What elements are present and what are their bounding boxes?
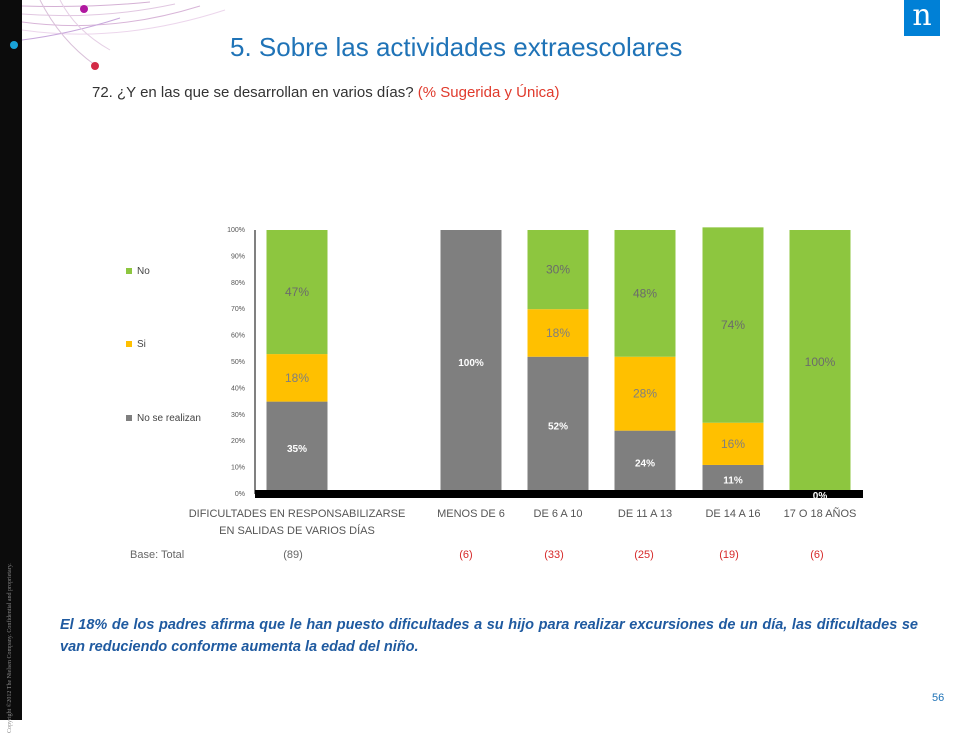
base-count: (6) — [459, 549, 473, 561]
y-tick-label: 40% — [231, 385, 245, 392]
data-label: 35% — [287, 444, 307, 455]
category-label: DIFICULTADES EN RESPONSABILIZARSE — [189, 508, 406, 520]
data-label: 30% — [546, 263, 570, 277]
base-count: (19) — [719, 549, 739, 561]
base-label: Base: Total — [130, 549, 185, 561]
data-label: 18% — [546, 326, 570, 340]
question-note: (% Sugerida y Única) — [417, 84, 560, 101]
bar-segment — [789, 230, 851, 494]
legend-swatch — [126, 415, 132, 421]
brand-logo: n — [904, 0, 940, 36]
y-tick-label: 60% — [231, 333, 245, 340]
question-text: 72. ¿Y en las que se desarrollan en vari… — [92, 84, 560, 101]
y-tick-label: 50% — [231, 359, 245, 366]
decorative-lines — [10, 0, 226, 70]
base-count: (6) — [810, 549, 824, 561]
data-label: 47% — [285, 285, 309, 299]
side-bar — [0, 0, 22, 720]
y-tick-label: 20% — [231, 438, 245, 445]
data-label: 52% — [548, 421, 568, 432]
x-axis-baseline — [255, 490, 863, 498]
bar-segment — [266, 354, 328, 402]
y-tick-label: 30% — [231, 412, 245, 419]
category-label: DE 6 A 10 — [534, 508, 583, 520]
data-label: 74% — [721, 318, 745, 332]
insight-note: El 18% de los padres afirma que le han p… — [60, 617, 918, 655]
question-label: 72. ¿Y en las que se desarrollan en vari… — [92, 84, 414, 101]
bar-segment — [527, 356, 589, 494]
category-label: DE 11 A 13 — [618, 508, 672, 520]
bar-segment — [702, 464, 764, 494]
legend-label: Si — [137, 339, 146, 350]
data-label: 100% — [458, 358, 484, 369]
data-label: 16% — [721, 437, 745, 451]
legend-swatch — [126, 268, 132, 274]
legend-label: No se realizan — [137, 413, 201, 424]
base-count: (89) — [283, 549, 303, 561]
data-label: 28% — [633, 387, 657, 401]
data-label: 24% — [635, 458, 655, 469]
bar-segment — [614, 430, 676, 494]
y-tick-label: 0% — [235, 491, 245, 498]
y-tick-label: 80% — [231, 280, 245, 287]
bar-segment — [614, 230, 676, 357]
page-number: 56 — [932, 692, 945, 704]
category-label: 17 O 18 AÑOS — [784, 507, 857, 520]
data-label: 48% — [633, 286, 657, 300]
category-label: DE 14 A 16 — [705, 508, 760, 520]
bar-segment — [702, 422, 764, 465]
data-label: 11% — [723, 475, 743, 486]
y-tick-label: 10% — [231, 465, 245, 472]
category-label: EN SALIDAS DE VARIOS DÍAS — [219, 524, 375, 537]
y-tick-label: 100% — [227, 227, 245, 234]
data-label: 100% — [805, 355, 836, 369]
bar-segment — [702, 227, 764, 423]
bar-segment — [527, 230, 589, 310]
data-label: 18% — [285, 371, 309, 385]
slide-title: 5. Sobre las actividades extraescolares — [230, 32, 683, 62]
bar-segment — [266, 230, 328, 355]
category-label: MENOS DE 6 — [437, 508, 505, 520]
y-tick-label: 90% — [231, 253, 245, 260]
bar-segment — [527, 309, 589, 357]
bar-segment — [266, 401, 328, 494]
legend-label: No — [137, 266, 150, 277]
base-count: (25) — [634, 549, 654, 561]
bar-segment — [440, 230, 502, 494]
data-label: 0% — [813, 491, 828, 502]
y-tick-label: 70% — [231, 306, 245, 313]
base-count: (33) — [544, 549, 564, 561]
bar-segment — [614, 356, 676, 431]
legend-swatch — [126, 341, 132, 347]
